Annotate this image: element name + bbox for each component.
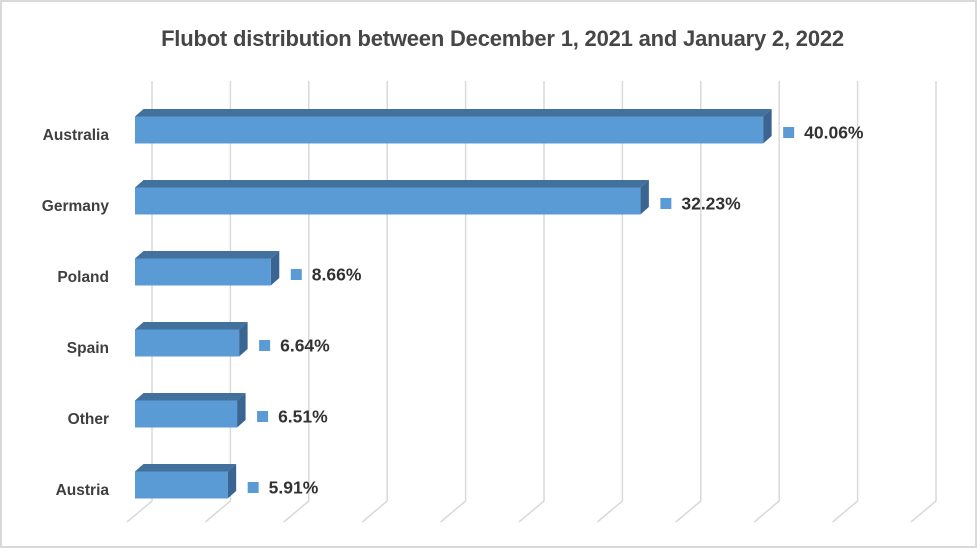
bar-side-face [763,109,772,144]
category-label: Germany [42,198,110,215]
bar-top-face [135,393,246,401]
gridline [204,81,232,523]
bar-top-face [135,251,280,259]
value-marker-icon [660,198,672,209]
gridline [596,81,624,523]
gridline [910,81,937,523]
value-label: 6.51% [278,407,328,427]
bar-top-face [135,180,649,188]
gridline [753,81,780,523]
category-label: Spain [67,340,109,357]
bar-side-face [640,180,649,215]
gridline [283,81,310,523]
bar-side-face [237,393,246,428]
bar-side-face [270,251,280,286]
category-label: Other [68,411,109,428]
bar-australia [135,116,764,144]
bar-side-face [227,464,237,499]
bar-germany [135,187,641,215]
value-label: 8.66% [312,265,362,285]
value-marker-icon [257,411,269,422]
value-label: 32.23% [681,194,741,214]
value-marker-icon [783,127,795,138]
gridline [675,81,702,523]
category-label: Poland [57,269,109,286]
gridline [518,81,545,523]
bar-austria [135,471,228,499]
bar-side-face [239,322,248,357]
value-label: 6.64% [280,336,330,356]
gridline [126,81,153,523]
value-label: 40.06% [804,123,864,143]
value-marker-icon [247,482,259,493]
bar-top-face [135,109,772,117]
bar-other [135,400,238,428]
value-marker-icon [259,340,271,351]
value-label: 5.91% [269,478,319,498]
bar-poland [135,258,271,286]
gridline [832,81,859,523]
bar-spain [135,329,240,357]
gridline [361,81,388,523]
bar-top-face [135,322,248,330]
category-label: Austria [56,482,110,499]
bar-top-face [135,464,237,472]
chart-title: Flubot distribution between December 1, … [161,26,844,51]
category-label: Australia [43,127,110,144]
value-marker-icon [290,269,302,280]
gridline [440,81,467,523]
